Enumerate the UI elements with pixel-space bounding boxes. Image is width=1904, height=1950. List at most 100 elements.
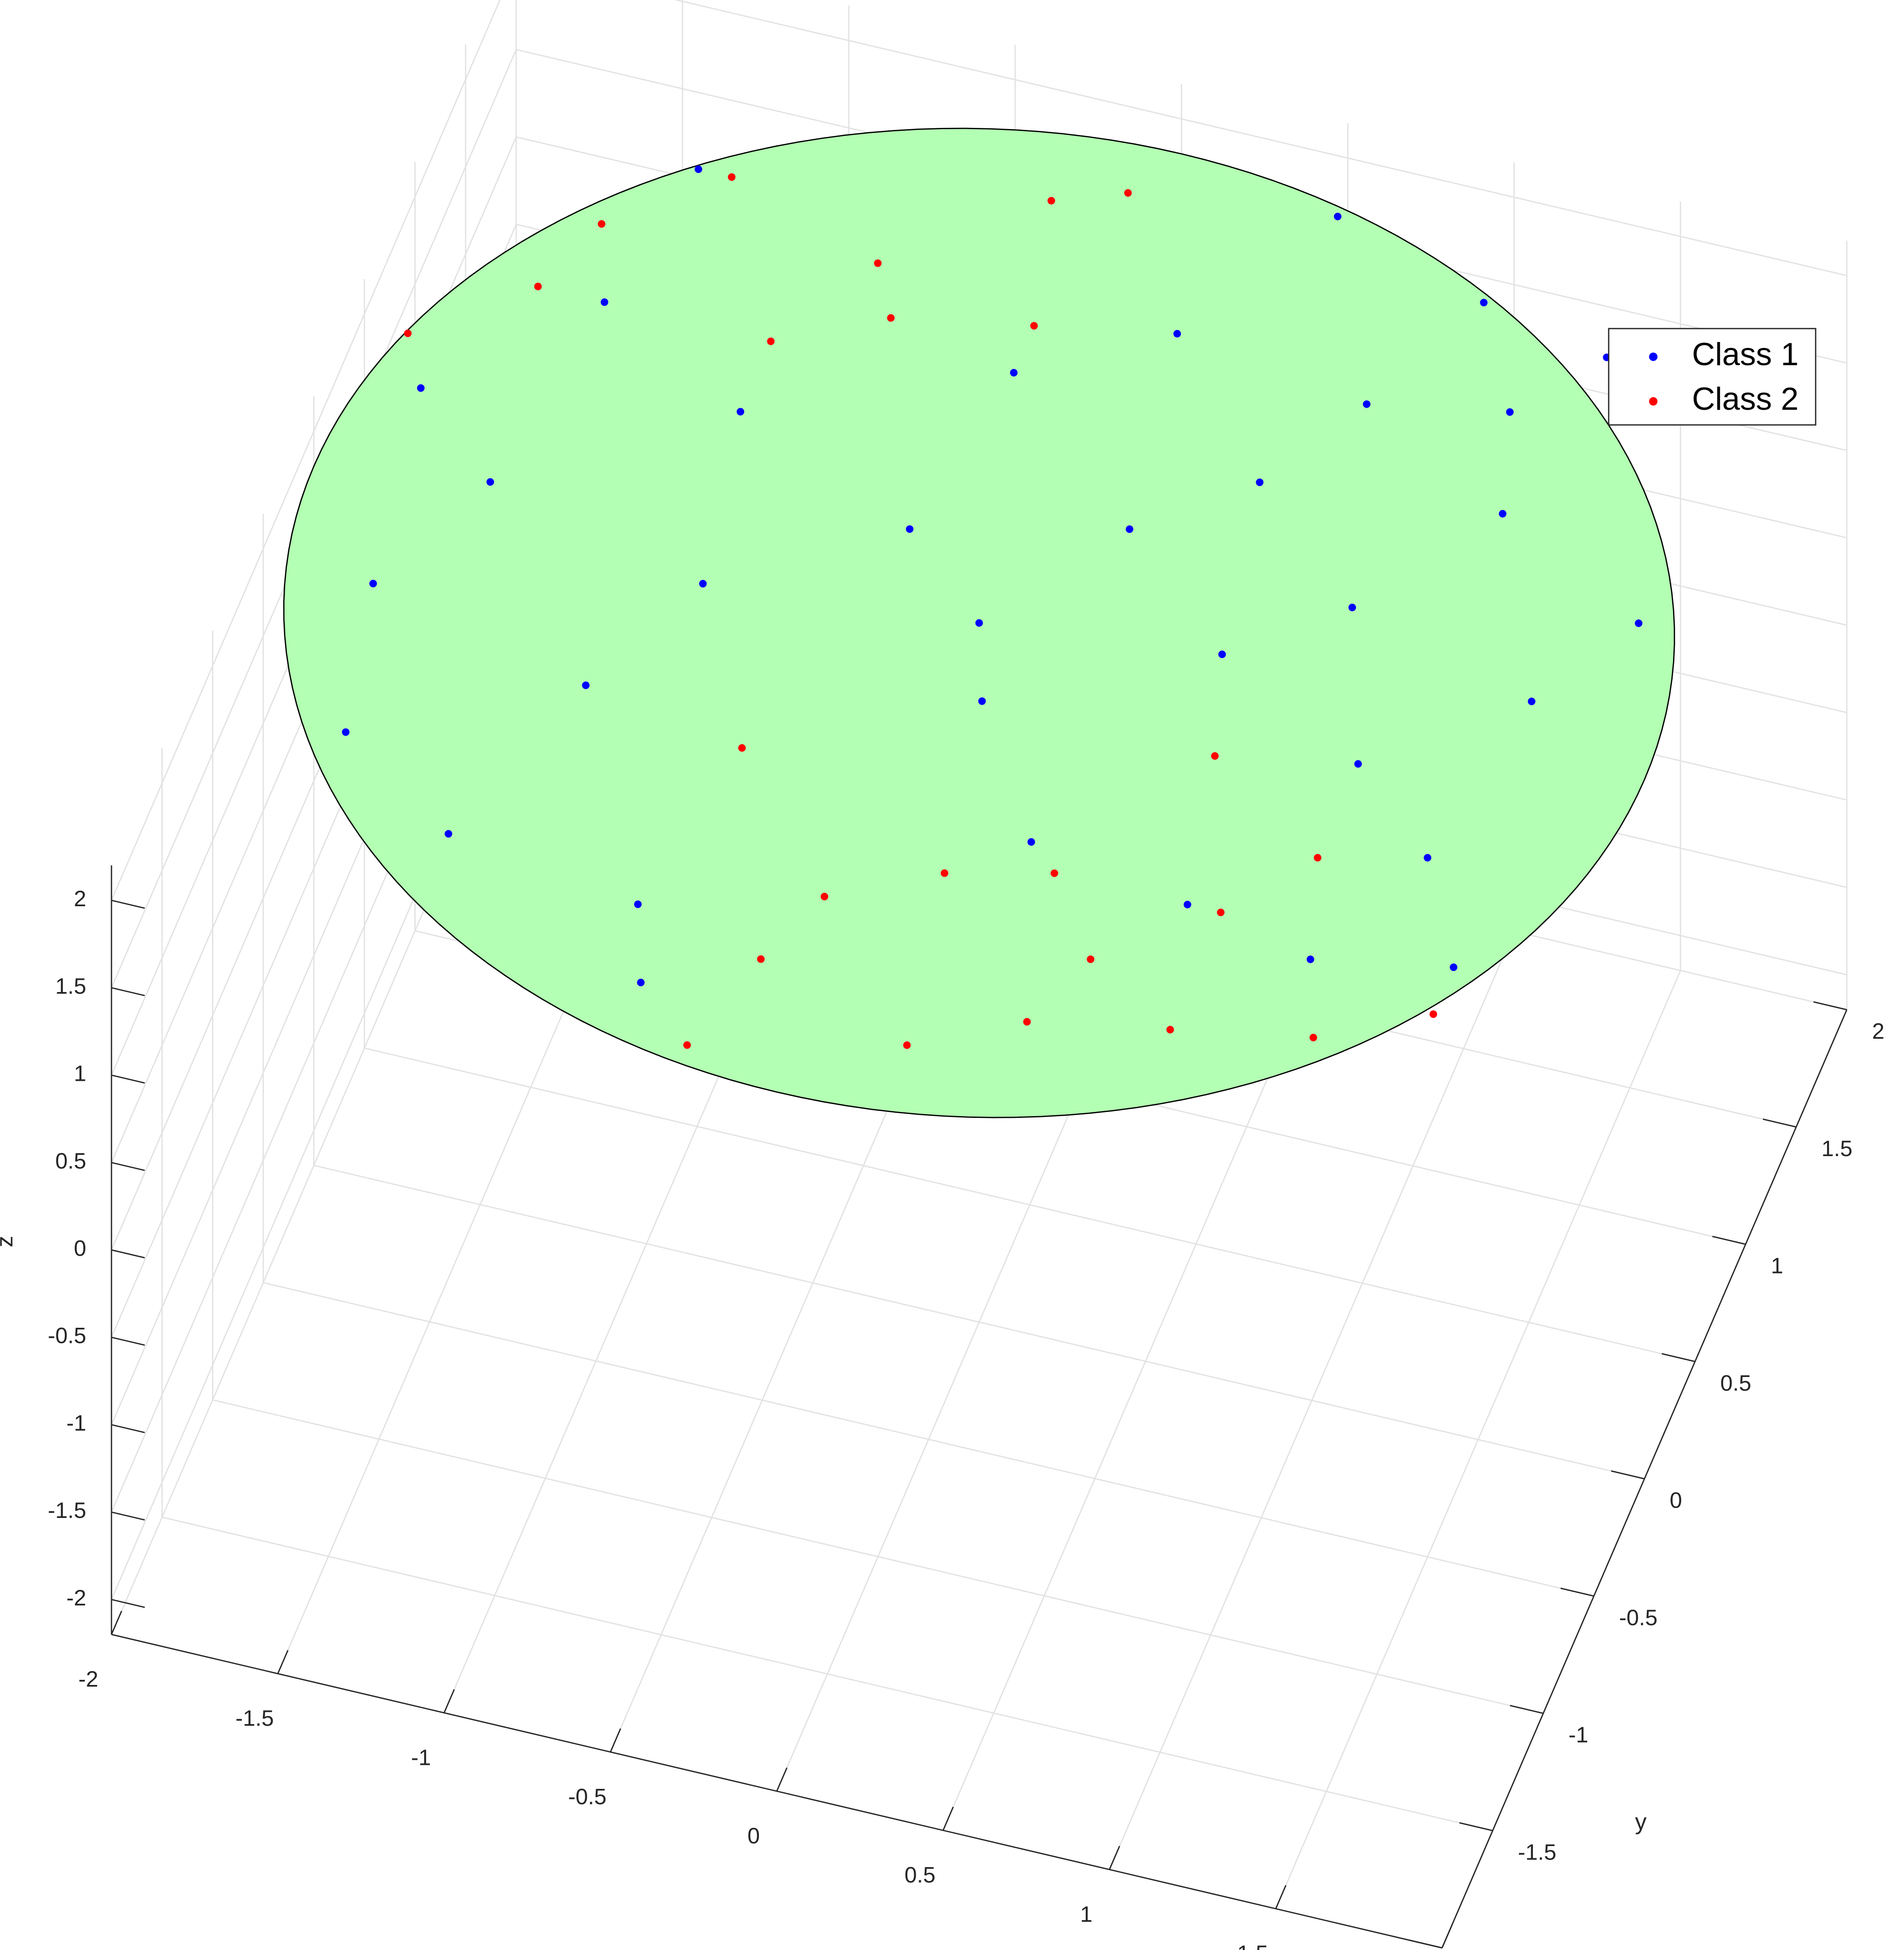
class-2-point xyxy=(941,869,949,877)
class-2-point xyxy=(1309,1034,1317,1042)
class-1-point xyxy=(1218,650,1226,658)
class-1-point xyxy=(1010,369,1018,377)
class-2-point xyxy=(757,955,765,963)
floor-gridline-y xyxy=(364,1047,1695,1362)
class-1-point xyxy=(1480,299,1488,307)
class-1-point xyxy=(1506,408,1514,416)
z-tick-label: -1 xyxy=(66,1411,86,1435)
y-tick-label: 2 xyxy=(1872,1019,1884,1044)
class-1-point xyxy=(582,681,590,689)
class-2-point xyxy=(1166,1026,1174,1034)
x-tick-label: 1.5 xyxy=(1237,1941,1268,1950)
x-tick-mark xyxy=(1441,1924,1453,1948)
class-2-point xyxy=(1047,197,1055,205)
class-2-point xyxy=(767,337,775,345)
class-1-point xyxy=(1173,330,1181,338)
z-tick-mark xyxy=(111,1074,145,1084)
legend-label: Class 1 xyxy=(1692,337,1798,372)
y-tick-label: 1.5 xyxy=(1822,1136,1853,1161)
class-1-point xyxy=(699,580,707,588)
y-axis-label: y xyxy=(1635,1809,1647,1835)
y-tick-mark xyxy=(1763,1118,1797,1128)
x-tick-mark xyxy=(1275,1885,1287,1909)
x-tick-label: 0.5 xyxy=(904,1863,936,1888)
class-1-point xyxy=(445,830,452,838)
legend-marker xyxy=(1649,353,1657,361)
class-1-point xyxy=(906,525,914,533)
floor-gridline-y xyxy=(212,1399,1543,1714)
y-tick-label: -1.5 xyxy=(1518,1840,1556,1865)
z-tick-label: 1 xyxy=(74,1061,86,1086)
y-tick-label: 1 xyxy=(1771,1254,1783,1279)
class-1-point xyxy=(1307,955,1314,963)
class-2-point xyxy=(1050,869,1058,877)
y-tick-mark xyxy=(1560,1587,1594,1597)
x-tick-mark xyxy=(277,1650,289,1674)
x-tick-mark xyxy=(610,1728,621,1752)
class-1-point xyxy=(1348,603,1356,611)
y-tick-mark xyxy=(1611,1470,1645,1480)
class-1-point xyxy=(1635,619,1643,627)
class-1-point xyxy=(1424,854,1432,862)
class-1-point xyxy=(1527,698,1535,706)
class-2-point xyxy=(534,282,542,290)
z-tick-label: 1.5 xyxy=(55,974,86,999)
z-tick-label: -0.5 xyxy=(48,1324,86,1348)
class-1-point xyxy=(737,408,745,416)
z-axis-label: z xyxy=(0,1236,18,1247)
y-tick-label: 0.5 xyxy=(1720,1371,1751,1396)
class-2-point xyxy=(728,173,736,181)
class-2-point xyxy=(1087,955,1095,963)
class-2-point xyxy=(820,893,828,901)
class-2-point xyxy=(887,314,895,322)
legend-label: Class 2 xyxy=(1692,381,1798,417)
y-tick-label: -0.5 xyxy=(1619,1605,1657,1630)
x-tick-label: -1 xyxy=(411,1745,431,1770)
y-tick-mark xyxy=(1459,1822,1493,1831)
z-tick-label: -1.5 xyxy=(48,1498,86,1523)
class-1-point xyxy=(1450,963,1458,971)
class-2-point xyxy=(1217,908,1225,916)
class-1-point xyxy=(342,728,350,736)
z-tick-mark xyxy=(111,899,145,909)
y-tick-mark xyxy=(1408,1939,1443,1949)
x-tick-mark xyxy=(111,1610,122,1635)
z-tick-mark xyxy=(111,1162,145,1171)
class-2-point xyxy=(738,744,746,752)
z-tick-mark xyxy=(111,1249,145,1259)
class-1-point xyxy=(634,900,642,908)
class-1-point xyxy=(975,619,983,627)
class-1-point xyxy=(1183,901,1191,909)
floor-gridline-y xyxy=(313,1165,1645,1480)
class-2-point xyxy=(1314,854,1322,862)
class-1-point xyxy=(486,478,494,486)
class-2-point xyxy=(1211,752,1219,760)
class-1-point xyxy=(417,384,425,392)
class-1-point xyxy=(637,979,645,987)
z-tick-label: 0.5 xyxy=(55,1149,86,1173)
class-2-point xyxy=(404,329,412,337)
class-1-point xyxy=(1498,510,1506,518)
class-1-point xyxy=(1334,212,1342,220)
z-tick-mark xyxy=(111,1599,145,1608)
class-1-point xyxy=(1256,478,1264,486)
z-tick-mark xyxy=(111,1511,145,1521)
x-tick-label: 1 xyxy=(1080,1902,1093,1927)
z-tick-label: 2 xyxy=(74,886,86,911)
class-2-point xyxy=(598,220,605,228)
legend-box xyxy=(1608,328,1816,426)
z-tick-label: -2 xyxy=(66,1586,86,1610)
legend: Class 1 Class 2 xyxy=(1608,328,1816,426)
x-tick-mark xyxy=(443,1689,455,1713)
x-tick-label: -2 xyxy=(78,1667,98,1692)
axis-layer: -2 -1.5 -1 -0.5 0 0.5 1 1.5 2 -2 -1.5 -1 -0.5 0 0.5 1 1.… xyxy=(0,865,1884,1950)
z-tick-mark xyxy=(111,1337,145,1346)
class-1-point xyxy=(978,697,986,705)
floor-gridline-y xyxy=(263,1282,1594,1597)
legend-marker xyxy=(1649,397,1657,406)
class-2-point xyxy=(683,1041,691,1049)
y-tick-mark xyxy=(1712,1236,1746,1245)
class-2-point xyxy=(874,259,882,267)
x-tick-mark xyxy=(1108,1846,1120,1870)
class-1-point xyxy=(1354,760,1362,768)
